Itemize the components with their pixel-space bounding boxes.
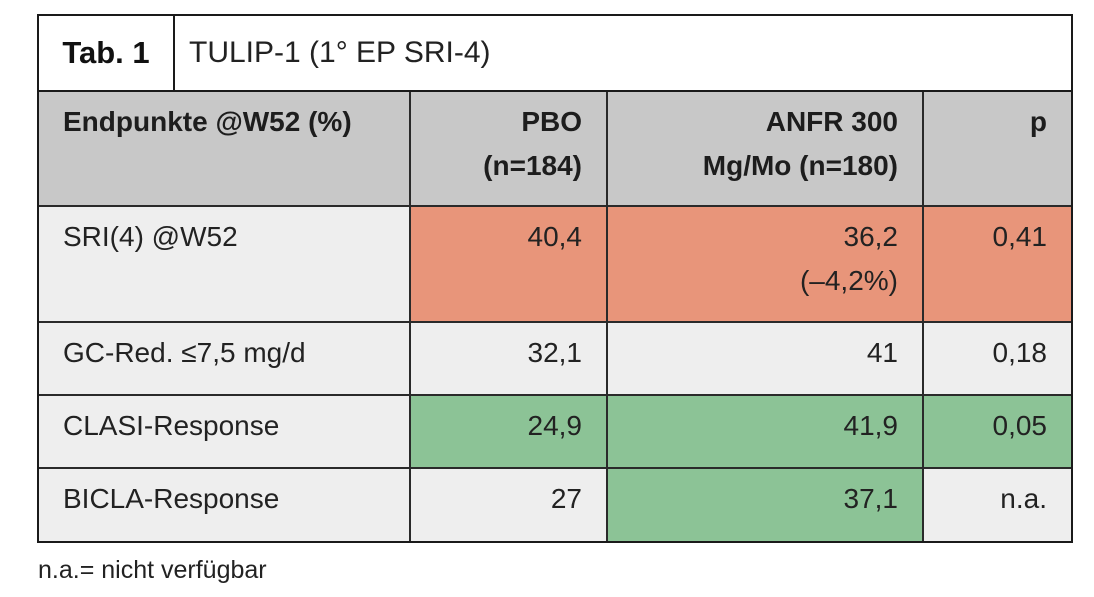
header-anfr-line2: Mg/Mo (n=180) [702,150,898,181]
row-label: CLASI-Response [39,394,411,469]
cell-pbo: 24,9 [409,394,608,469]
cell-pbo: 32,1 [409,321,608,396]
header-pbo-line2: (n=184) [483,150,582,181]
header-row: Endpunkte @W52 (%) PBO (n=184) ANFR 300 … [39,92,1071,207]
header-endpoints: Endpunkte @W52 (%) [39,92,411,207]
data-grid: Endpunkte @W52 (%) PBO (n=184) ANFR 300 … [39,92,1071,541]
cell-anfr-delta: (–4,2%) [799,265,898,296]
table-title: TULIP-1 (1° EP SRI-4) [189,36,491,69]
header-pbo-line1: PBO [521,106,582,137]
header-p-label: p [1029,106,1047,137]
table-number: Tab. 1 [39,16,175,90]
table-title-row: Tab. 1 TULIP-1 (1° EP SRI-4) [39,16,1071,92]
cell-anfr: 37,1 [606,467,924,541]
table-row: CLASI-Response 24,9 41,9 0,05 [39,394,1071,469]
header-pbo: PBO (n=184) [409,92,608,207]
results-table: Tab. 1 TULIP-1 (1° EP SRI-4) Endpunkte @… [37,14,1073,543]
cell-pbo: 27 [409,467,608,541]
row-label: GC-Red. ≤7,5 mg/d [39,321,411,396]
table-row: BICLA-Response 27 37,1 n.a. [39,467,1071,541]
row-label: BICLA-Response [39,467,411,541]
table-row: SRI(4) @W52 40,4 36,2 (–4,2%) 0,41 [39,205,1071,323]
cell-p: 0,18 [922,321,1071,396]
cell-p: 0,41 [922,205,1071,323]
table-row: GC-Red. ≤7,5 mg/d 32,1 41 0,18 [39,321,1071,396]
cell-anfr-value: 36,2 [843,221,899,252]
row-label: SRI(4) @W52 [39,205,411,323]
header-anfr-line1: ANFR 300 [765,106,898,137]
cell-pbo: 40,4 [409,205,608,323]
header-anfr: ANFR 300 Mg/Mo (n=180) [606,92,924,207]
footnote: n.a.= nicht verfügbar [38,556,267,584]
cell-p: 0,05 [922,394,1071,469]
cell-anfr: 41,9 [606,394,924,469]
header-p: p [922,92,1071,207]
cell-p: n.a. [922,467,1071,541]
cell-anfr: 41 [606,321,924,396]
header-endpoints-label: Endpunkte @W52 (%) [63,106,352,137]
cell-anfr: 36,2 (–4,2%) [606,205,924,323]
